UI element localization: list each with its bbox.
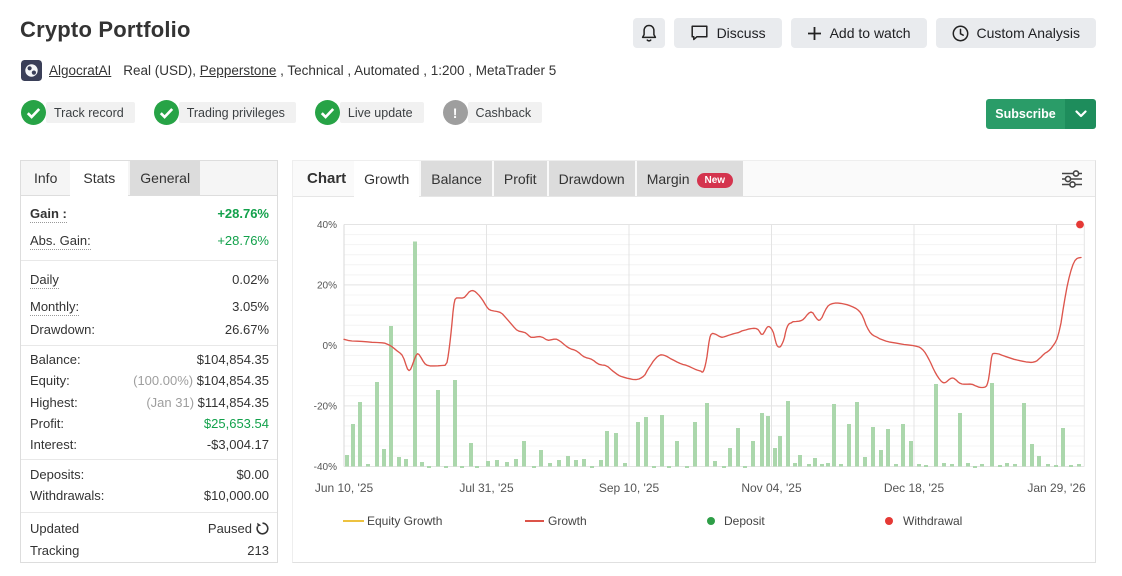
svg-text:20%: 20%	[317, 280, 337, 291]
svg-text:-20%: -20%	[314, 401, 337, 412]
svg-text:-40%: -40%	[314, 462, 337, 473]
svg-text:Equity Growth: Equity Growth	[367, 514, 442, 528]
svg-text:Deposit: Deposit	[724, 514, 765, 528]
svg-text:Growth: Growth	[548, 514, 587, 528]
svg-text:Jul 31, '25: Jul 31, '25	[459, 481, 514, 495]
svg-text:Jan 29, '26: Jan 29, '26	[1027, 481, 1086, 495]
svg-text:40%: 40%	[317, 220, 337, 231]
svg-text:Jun 10, '25: Jun 10, '25	[315, 481, 374, 495]
svg-text:Dec 18, '25: Dec 18, '25	[884, 481, 945, 495]
svg-text:Withdrawal: Withdrawal	[903, 514, 962, 528]
svg-text:0%: 0%	[323, 341, 338, 352]
svg-text:Sep 10, '25: Sep 10, '25	[599, 481, 660, 495]
svg-text:Nov 04, '25: Nov 04, '25	[741, 481, 802, 495]
